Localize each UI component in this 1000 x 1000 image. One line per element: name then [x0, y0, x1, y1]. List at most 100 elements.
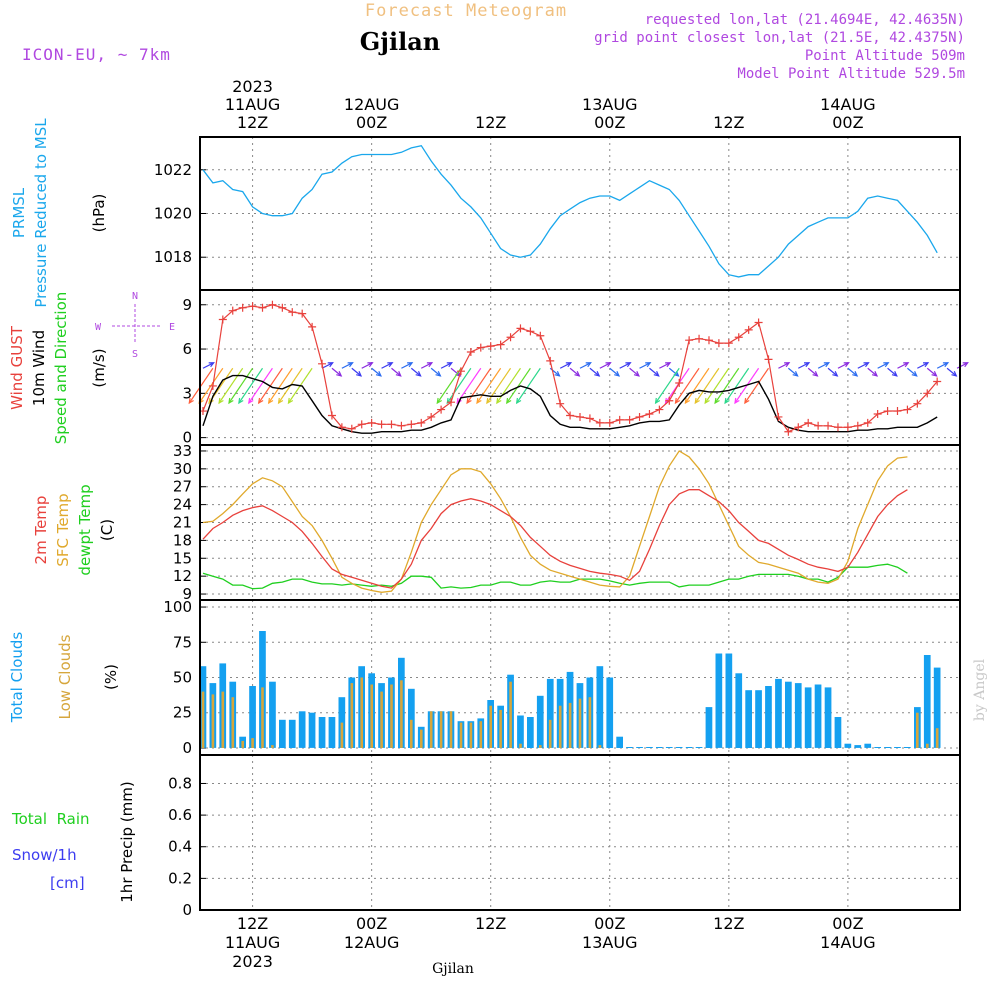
gust-marker-41 — [605, 418, 614, 427]
gust-marker-64 — [833, 423, 842, 432]
total-cloud-bar-11 — [308, 712, 316, 748]
wind-dir-arrowhead-9 — [267, 397, 274, 405]
gust-marker-32 — [516, 324, 525, 333]
wind-dir-arrow-19 — [391, 367, 402, 377]
gust-marker-44 — [635, 412, 644, 421]
wind-dir-arrow-15 — [351, 367, 362, 377]
low-cloud-bar-7 — [271, 745, 274, 748]
total-cloud-bar-51 — [705, 707, 713, 748]
total-cloud-bar-32 — [517, 715, 524, 748]
total-cloud-bar-46 — [656, 747, 663, 748]
gust-marker-49 — [685, 336, 694, 345]
total-cloud-bar-55 — [745, 690, 752, 748]
wind-panel-ytick-label-2: 6 — [182, 340, 192, 358]
watermark: by Angel — [972, 658, 988, 721]
low-cloud-bar-19 — [390, 684, 393, 748]
low-cloud-bar-40 — [598, 745, 602, 748]
total-cloud-bar-59 — [785, 681, 792, 748]
bottom-time-label-0-0: 12Z — [237, 914, 268, 933]
wind-dir-arrowhead-0 — [208, 362, 215, 368]
gust-marker-1 — [208, 381, 217, 390]
pressure-ylabel-1: PRMSL — [10, 187, 28, 238]
location-title: Gjilan — [360, 27, 440, 56]
pressure-panel-ytick-label-2: 1022 — [154, 161, 192, 179]
wind-dir-arrowhead-41 — [614, 371, 621, 377]
wind-dir-arrowhead-15 — [356, 371, 363, 377]
gust-marker-55 — [744, 325, 753, 334]
gust-marker-34 — [536, 331, 545, 340]
gridpoint-coords: grid point closest lon,lat (21.5E, 42.43… — [594, 30, 965, 46]
gust-marker-61 — [804, 418, 813, 427]
wind-dir-arrow-38 — [579, 362, 591, 369]
wind-dir-arrowhead-69 — [891, 371, 898, 377]
compass-w: W — [95, 322, 102, 333]
pressure-unit: (hPa) — [90, 194, 108, 233]
wind-dir-arrowhead-18 — [387, 362, 394, 368]
gust-marker-22 — [417, 418, 426, 427]
temp-panel-ytick-label-8: 33 — [173, 442, 192, 460]
wind-dir-arrowhead-27 — [446, 397, 452, 405]
wind-dir-arrowhead-45 — [653, 371, 660, 377]
bottom-time-label-1-0: 00Z — [356, 914, 387, 933]
wind-unit: (m/s) — [90, 348, 108, 387]
model-label: ICON-EU, ~ 7km — [22, 45, 171, 64]
wind-dir-arrowhead-68 — [883, 362, 890, 368]
wind-dir-arrow-72 — [917, 362, 929, 369]
wind-dir-arrowhead-57 — [744, 397, 750, 405]
total-cloud-bar-21 — [408, 688, 415, 748]
top-time-label-5-1: 00Z — [832, 113, 863, 132]
wind-dir-arrowhead-60 — [803, 362, 811, 368]
wind-dir-arrowhead-32 — [496, 397, 502, 405]
total-cloud-bar-53 — [725, 653, 733, 748]
wind-dir-arrow-57 — [744, 367, 770, 404]
low-cloud-bar-6 — [261, 687, 264, 748]
bottom-time-label-0-2: 2023 — [232, 952, 273, 971]
wind-dir-arrow-5 — [228, 367, 254, 404]
wind-dir-arrowhead-71 — [911, 371, 918, 377]
temp-2m-line — [202, 489, 908, 589]
total-cloud-bar-49 — [685, 747, 693, 748]
wind-dir-arrow-75 — [946, 367, 957, 377]
total-cloud-bar-42 — [616, 736, 623, 748]
wind-dir-arrowhead-51 — [684, 397, 691, 405]
gust-marker-53 — [724, 339, 733, 348]
gust-marker-28 — [476, 343, 485, 352]
gust-marker-23 — [427, 412, 436, 421]
precip-panel: 0 0.2 0.4 0.6 0.8 — [168, 755, 960, 919]
cloud-unit: (%) — [102, 664, 120, 690]
wind-dir-arrowhead-48 — [654, 397, 661, 405]
wind-dir-arrow-73 — [926, 367, 937, 377]
gust-marker-48 — [675, 379, 684, 387]
gust-marker-60 — [794, 423, 803, 432]
gust-marker-8 — [278, 303, 287, 312]
wind-dir-arrowhead-3 — [208, 397, 214, 405]
wind-dir-arrow-64 — [837, 362, 849, 369]
top-time-label-4-0: 12Z — [713, 113, 744, 132]
gust-marker-58 — [774, 412, 783, 421]
gust-marker-15 — [347, 424, 356, 433]
precip-panel-ytick-label-2: 0.4 — [168, 838, 192, 856]
wind-dir-arrowhead-11 — [287, 397, 294, 405]
gust-marker-20 — [397, 421, 406, 430]
wind-dir-arrow-29 — [466, 367, 492, 404]
gust-marker-27 — [466, 348, 475, 356]
wind-dir-arrow-7 — [248, 367, 273, 404]
total-cloud-bar-52 — [715, 653, 723, 748]
gust-marker-4 — [238, 303, 247, 312]
gust-marker-25 — [447, 398, 456, 407]
wind-dir-arrowhead-39 — [594, 371, 601, 377]
wind-dir-arrow-22 — [420, 362, 433, 369]
bottom-time-label-5-1: 14AUG — [820, 933, 875, 952]
wind-dir-arrowhead-26 — [436, 397, 442, 405]
top-time-label-1-1: 00Z — [356, 113, 387, 132]
gust-marker-37 — [566, 411, 575, 420]
wind-dir-arrow-18 — [381, 362, 393, 369]
total-cloud-bar-33 — [527, 717, 534, 748]
wind-dir-arrowhead-31 — [486, 397, 492, 405]
wind-dir-arrowhead-76 — [962, 362, 969, 368]
low-cloud-bar-4 — [241, 740, 244, 748]
gust-marker-11 — [308, 322, 317, 331]
wind-dir-arrowhead-23 — [435, 371, 442, 377]
wind-dir-arrow-42 — [619, 362, 631, 369]
